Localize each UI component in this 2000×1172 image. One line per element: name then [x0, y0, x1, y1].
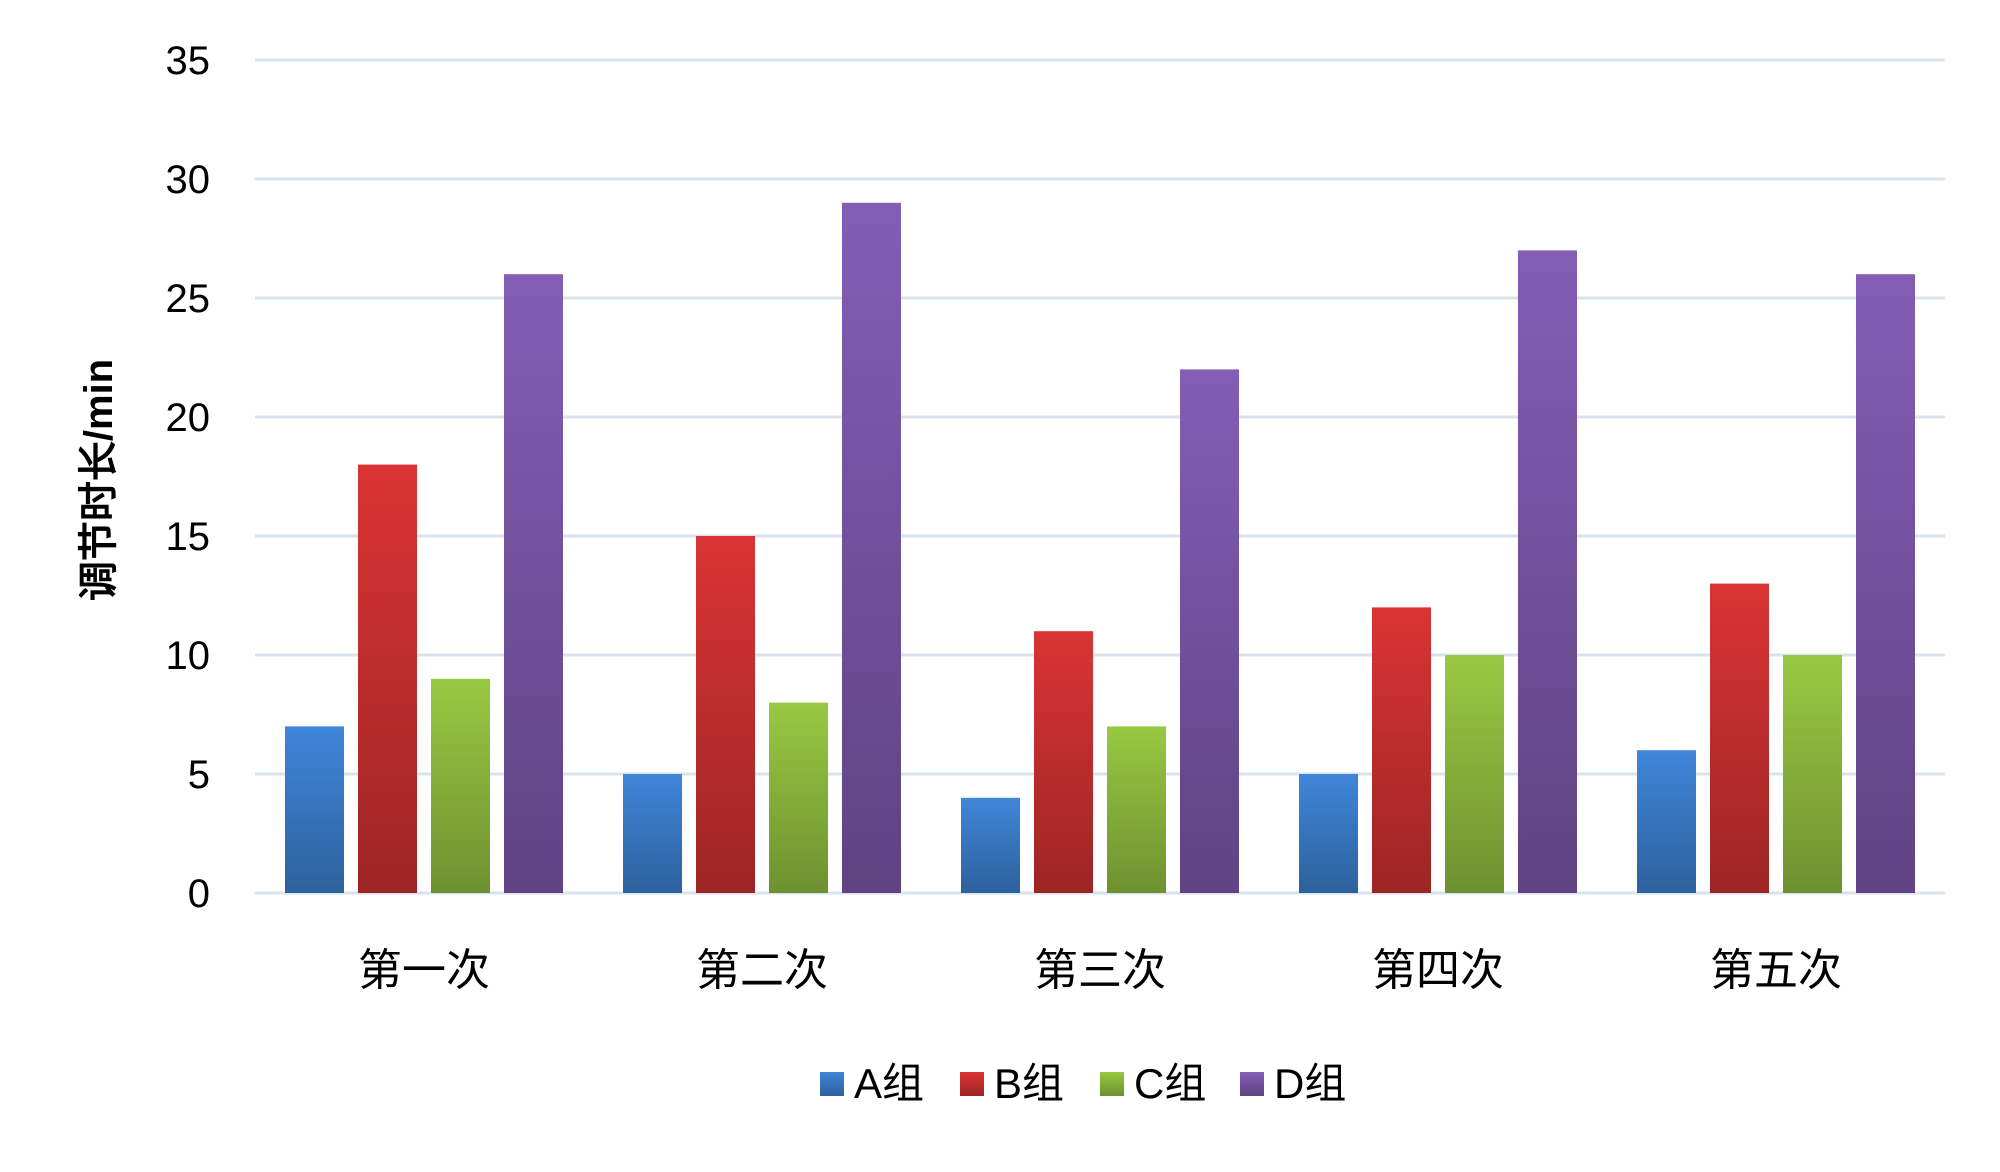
- x-category-label: 第二次: [696, 945, 828, 996]
- bar: [1445, 655, 1504, 893]
- y-tick-label: 5: [188, 753, 210, 797]
- legend-swatch: [820, 1072, 844, 1096]
- bar: [1518, 250, 1577, 893]
- bar: [504, 274, 563, 893]
- x-category-label: 第一次: [358, 945, 490, 996]
- bar: [1180, 369, 1239, 893]
- bar: [769, 702, 828, 893]
- bar: [431, 678, 490, 893]
- x-category-label: 第三次: [1034, 945, 1166, 996]
- bar: [1637, 750, 1696, 893]
- bar: [961, 797, 1020, 893]
- y-tick-label: 0: [188, 872, 210, 916]
- y-tick-label: 10: [166, 634, 211, 678]
- bar: [358, 464, 417, 893]
- bar: [1034, 631, 1093, 893]
- bar: [623, 774, 682, 893]
- y-axis-title: 调节时长/min: [77, 359, 121, 601]
- legend-label: B组: [994, 1060, 1064, 1107]
- bar: [1372, 607, 1431, 893]
- x-axis-categories: 第一次 第二次 第三次 第四次 第五次: [358, 945, 1842, 996]
- bar: [1856, 274, 1915, 893]
- bar: [1710, 583, 1769, 893]
- bar: [285, 726, 344, 893]
- x-category-label: 第五次: [1710, 945, 1842, 996]
- y-tick-label: 35: [166, 39, 211, 83]
- y-tick-label: 25: [166, 277, 211, 321]
- bar: [1299, 774, 1358, 893]
- legend: A组 B组 C组 D组: [820, 1060, 1346, 1107]
- y-tick-label: 20: [166, 396, 211, 440]
- x-category-label: 第四次: [1372, 945, 1504, 996]
- legend-label: A组: [854, 1060, 924, 1107]
- bars-layer: [285, 202, 1915, 894]
- legend-swatch: [1100, 1072, 1124, 1096]
- legend-swatch: [960, 1072, 984, 1096]
- y-tick-label: 30: [166, 158, 211, 202]
- bar: [696, 536, 755, 893]
- bar: [842, 202, 901, 894]
- bar: [1783, 655, 1842, 893]
- y-tick-label: 15: [166, 515, 211, 559]
- legend-swatch: [1240, 1072, 1264, 1096]
- bar: [1107, 726, 1166, 893]
- y-axis-ticks: 0 5 10 15 20 25 30 35: [166, 39, 211, 916]
- legend-label: D组: [1274, 1060, 1346, 1107]
- legend-label: C组: [1134, 1060, 1206, 1107]
